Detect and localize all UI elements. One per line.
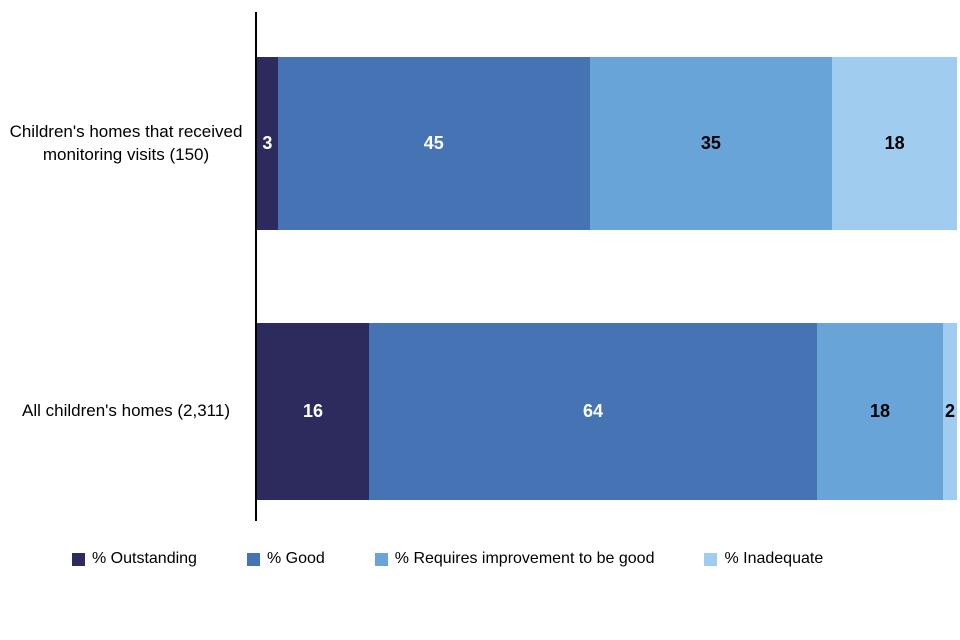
legend-label: % Outstanding [92, 550, 197, 567]
bar-segment: 18 [832, 57, 957, 230]
legend-swatch-icon [246, 552, 260, 566]
value-label: 45 [423, 133, 444, 153]
bar-segment: 64 [369, 323, 817, 500]
bar-segment: 18 [817, 323, 943, 500]
legend-item: % Requires improvement to be good [374, 550, 655, 568]
legend-item: % Good [246, 550, 325, 568]
stacked-bar: 16 64 18 2 [257, 323, 957, 500]
bar-row: All children's homes (2,311) 16 64 18 2 [0, 323, 960, 500]
legend-swatch-icon [374, 552, 388, 566]
legend-item: % Outstanding [72, 550, 197, 568]
bar-segment: 35 [589, 57, 833, 230]
value-label: 2 [944, 401, 955, 421]
bar-segment: 2 [943, 323, 957, 500]
legend-label: % Inadequate [724, 550, 824, 567]
value-label: 16 [302, 401, 324, 421]
bar-row: Children's homes that received monitorin… [0, 57, 960, 230]
value-label: 18 [884, 133, 905, 153]
legend-swatch-icon [72, 552, 85, 566]
value-label: 64 [582, 401, 604, 421]
value-label: 3 [262, 133, 273, 153]
chart-legend: % Outstanding % Good % Requires improvemen… [72, 550, 932, 568]
bar-segment: 16 [257, 323, 369, 500]
legend-label: % Good [266, 550, 325, 567]
category-label: Children's homes that received monitorin… [9, 122, 243, 164]
bar-segment: 3 [257, 57, 278, 230]
legend-item: % Inadequate [704, 550, 823, 568]
bar-segment: 45 [277, 57, 590, 230]
value-label: 35 [700, 133, 721, 153]
legend-label: % Requires improvement to be good [394, 550, 655, 567]
stacked-bar: 3 45 35 18 [257, 57, 957, 230]
legend-swatch-icon [704, 552, 718, 566]
y-axis-line [255, 12, 257, 521]
value-label: 18 [869, 401, 891, 421]
category-label: All children's homes (2,311) [22, 401, 230, 421]
